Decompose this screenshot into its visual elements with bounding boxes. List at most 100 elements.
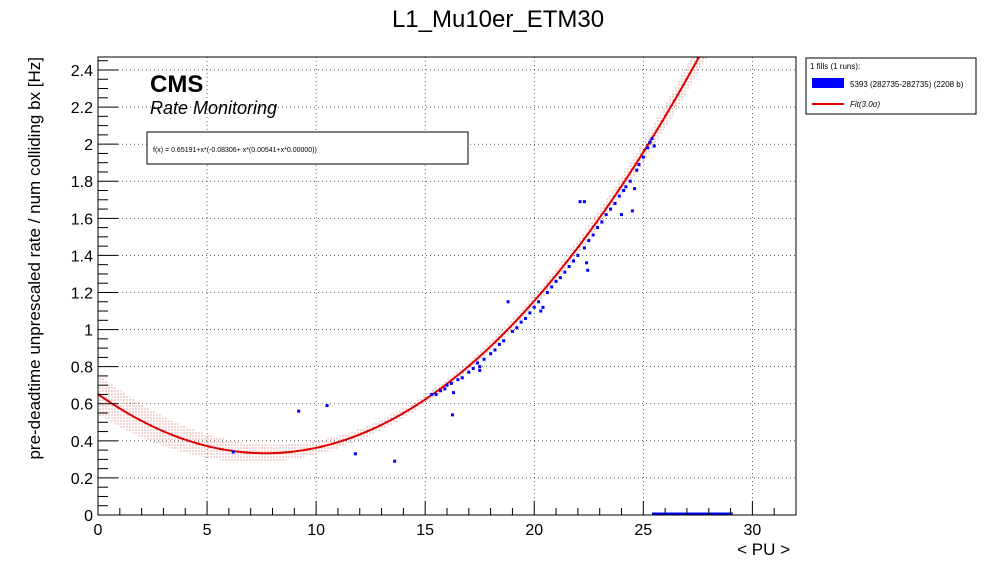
data-point xyxy=(449,381,453,385)
chart-title: L1_Mu10er_ETM30 xyxy=(392,6,604,33)
data-point xyxy=(506,300,510,304)
data-point xyxy=(572,259,576,263)
x-tick-label: 15 xyxy=(416,522,434,539)
y-tick-label: 0.4 xyxy=(71,434,93,451)
data-point xyxy=(585,261,589,265)
data-point xyxy=(519,320,523,324)
data-point xyxy=(587,239,591,243)
data-point xyxy=(641,155,645,159)
legend-swatch-series xyxy=(812,78,844,88)
x-tick-label: 30 xyxy=(743,522,761,539)
data-point xyxy=(650,137,654,141)
data-point xyxy=(620,213,623,217)
data-point xyxy=(497,342,501,346)
data-point xyxy=(635,168,639,172)
data-point xyxy=(452,391,456,395)
data-point xyxy=(537,300,541,304)
y-tick-label: 0.6 xyxy=(71,397,93,414)
data-point xyxy=(617,194,621,198)
data-point xyxy=(532,305,536,309)
fit-band-area xyxy=(98,57,707,463)
fit-formula: f(x) = 0.65191+x*(-0.08306+ x*(0.00541+x… xyxy=(153,147,317,154)
legend-fit-label: Fit(3.0σ) xyxy=(850,100,880,109)
x-tick-labels: 0 5 10 15 20 25 30 xyxy=(94,522,762,539)
y-tick-label: 2 xyxy=(84,137,93,154)
data-point xyxy=(582,246,586,250)
data-point xyxy=(471,367,475,371)
data-points xyxy=(231,137,733,516)
data-point xyxy=(325,404,329,408)
data-point xyxy=(622,189,626,193)
data-point xyxy=(628,179,632,183)
data-point xyxy=(515,326,519,330)
data-point xyxy=(297,409,301,413)
fit-formula-box xyxy=(146,131,469,165)
data-point xyxy=(456,378,460,382)
data-point xyxy=(482,357,486,361)
cms-label: CMS xyxy=(150,71,203,98)
data-point xyxy=(541,305,545,309)
cms-sublabel: Rate Monitoring xyxy=(150,98,277,118)
data-point xyxy=(493,348,497,352)
legend-series-label: 5393 (282735-282735) (2208 b) xyxy=(850,80,964,89)
x-tick-label: 20 xyxy=(525,522,543,539)
data-point xyxy=(528,311,532,315)
data-point xyxy=(637,163,641,167)
data-point xyxy=(443,387,447,391)
data-point xyxy=(450,413,454,417)
y-tick-label: 0 xyxy=(84,508,93,525)
data-point xyxy=(467,370,471,374)
data-point xyxy=(434,392,438,396)
data-point xyxy=(353,452,357,456)
data-point xyxy=(478,368,482,372)
data-point xyxy=(476,361,480,365)
data-point xyxy=(578,200,582,204)
data-point xyxy=(576,253,580,257)
data-point xyxy=(393,459,397,463)
data-point xyxy=(600,220,604,224)
data-point xyxy=(550,285,554,289)
data-point xyxy=(604,213,608,217)
data-point xyxy=(613,201,617,205)
y-tick-label: 1.4 xyxy=(71,248,93,265)
data-point xyxy=(539,309,543,313)
x-tick-label: 10 xyxy=(307,522,325,539)
x-axis-label: < PU > xyxy=(737,540,790,559)
data-point xyxy=(563,270,567,274)
data-point xyxy=(609,207,613,211)
data-point xyxy=(591,233,595,237)
y-tick-label: 0.8 xyxy=(71,360,93,377)
data-point xyxy=(558,276,562,280)
y-axis-label: pre-deadtime unprescaled rate / num coll… xyxy=(25,57,44,460)
legend-title: 1 fills (1 runs): xyxy=(810,62,860,71)
axis-ticks xyxy=(97,60,797,516)
data-point xyxy=(478,365,482,369)
x-tick-label: 25 xyxy=(634,522,652,539)
data-point xyxy=(630,209,634,213)
fit-uncertainty-band xyxy=(98,57,707,463)
y-tick-label: 2.4 xyxy=(71,63,93,80)
data-point xyxy=(502,339,506,343)
y-tick-label: 1.8 xyxy=(71,174,93,191)
data-point xyxy=(438,389,442,393)
y-tick-label: 2.2 xyxy=(71,100,93,117)
data-point xyxy=(582,200,586,204)
data-point xyxy=(489,352,493,356)
data-point xyxy=(646,146,650,150)
y-tick-label: 0.2 xyxy=(71,471,93,488)
data-point xyxy=(445,383,449,387)
x-tick-label: 5 xyxy=(203,522,212,539)
data-point xyxy=(652,144,656,148)
data-point xyxy=(633,187,637,191)
y-tick-label: 1.6 xyxy=(71,211,93,228)
data-point xyxy=(624,185,628,189)
y-tick-label: 1 xyxy=(84,323,93,340)
data-point xyxy=(545,290,549,294)
data-point xyxy=(231,450,235,454)
data-point xyxy=(510,329,514,333)
data-point xyxy=(460,376,464,380)
x-tick-label: 0 xyxy=(94,522,103,539)
y-tick-labels: 0 0.2 0.4 0.6 0.8 1 1.2 1.4 1.6 1.8 2 2.2 2.4 xyxy=(71,63,93,525)
data-point xyxy=(648,140,652,144)
